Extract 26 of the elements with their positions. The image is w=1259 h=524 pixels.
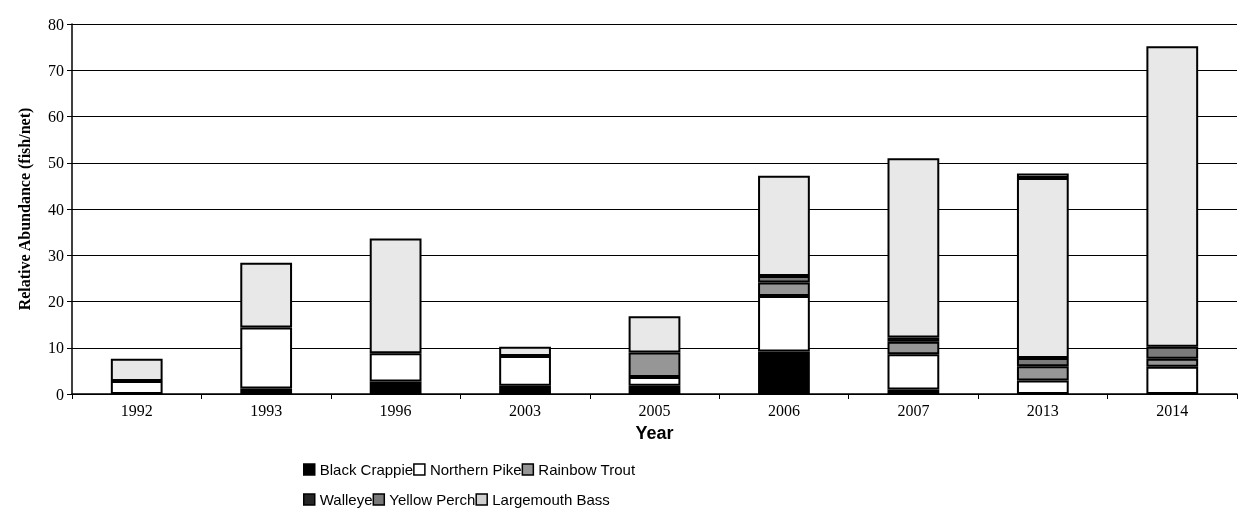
y-tick-label: 20	[48, 293, 64, 310]
legend-label: Largemouth Bass	[492, 491, 610, 508]
y-tick-label: 60	[48, 108, 64, 125]
y-axis-title: Relative Abundance (fish/net)	[15, 107, 34, 311]
x-tick-label: 2013	[1026, 401, 1059, 419]
y-tick-label: 10	[48, 339, 64, 357]
x-tick-label: 2006	[767, 401, 800, 419]
y-tick-label: 80	[48, 15, 64, 33]
x-tick-label: 2005	[638, 401, 671, 419]
legend-label: Yellow Perch	[389, 491, 476, 508]
legend-label: Rainbow Trout	[538, 461, 636, 478]
x-tick-label: 2014	[1156, 401, 1189, 419]
legend-label: Black Crappie	[319, 461, 414, 478]
x-tick-label: 2003	[509, 401, 542, 419]
y-tick-label: 50	[48, 154, 64, 172]
legend-label: Walleye	[319, 491, 373, 508]
x-tick-label: 1992	[120, 401, 153, 419]
x-tick-label: 1993	[250, 401, 283, 419]
legend-label: Northern Pike	[429, 461, 522, 478]
x-tick-label: 1996	[379, 401, 412, 419]
y-tick-label: 40	[48, 200, 64, 218]
y-tick-label: 30	[48, 246, 64, 264]
y-tick-label: 70	[48, 61, 64, 79]
x-axis-title: Year	[635, 423, 674, 443]
x-tick-label: 2007	[897, 401, 930, 419]
y-tick-label: 0	[56, 385, 64, 403]
